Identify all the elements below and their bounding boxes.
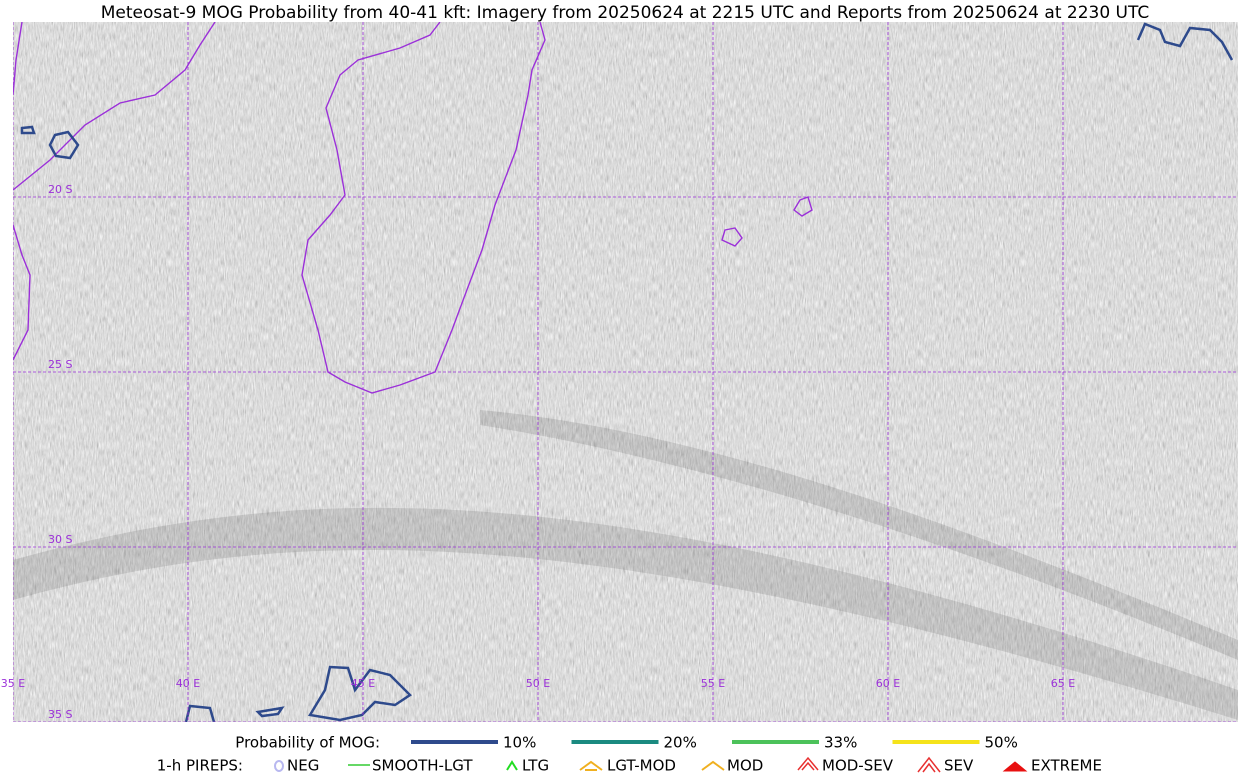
lat-label: 30 S	[48, 533, 72, 546]
contour	[307, 665, 412, 722]
lon-label: 50 E	[526, 677, 550, 690]
probability-contours	[20, 22, 1234, 722]
legend-label: SMOOTH-LGT	[372, 757, 473, 775]
legend-label: LGT-MOD	[607, 757, 676, 775]
island	[721, 227, 743, 247]
legend-label: NEG	[287, 757, 319, 775]
legend-label: MOD-SEV	[822, 757, 894, 775]
lon-label: 40 E	[176, 677, 200, 690]
contour	[20, 125, 36, 135]
coastline	[301, 22, 546, 394]
contour	[255, 706, 285, 718]
lat-label: 25 S	[48, 358, 72, 371]
lon-label: 55 E	[701, 677, 725, 690]
graticule	[13, 22, 1238, 722]
legend-label: LTG	[522, 757, 549, 775]
axis-labels: 35 E 40 E 45 E 50 E 55 E 60 E 65 E 20 S 25 S 30 S…	[1, 183, 1075, 721]
lon-label: 35 E	[1, 677, 25, 690]
pirep-icon	[579, 760, 603, 771]
legend: Probability of MOG: 10% 20% 33% 50% 1-h PIREP…	[157, 734, 1102, 775]
cloud-band	[13, 507, 1238, 720]
legend-label: MOD	[727, 757, 763, 775]
lat-label: 35 S	[48, 708, 72, 721]
coastline	[13, 22, 23, 96]
pirep-icon	[701, 760, 725, 771]
pirep-icon	[797, 756, 819, 771]
island	[793, 196, 813, 217]
legend-label: 10%	[503, 734, 536, 752]
contour	[1136, 22, 1234, 61]
coastline	[13, 224, 31, 361]
cloud-band	[480, 410, 1238, 660]
pirep-icon	[1002, 761, 1028, 772]
legend-label: SEV	[944, 757, 974, 775]
lat-label: 20 S	[48, 183, 72, 196]
pirep-icon	[917, 756, 941, 773]
legend-heading: Probability of MOG:	[235, 734, 380, 752]
pirep-icon	[274, 760, 284, 772]
map	[13, 22, 1238, 722]
lon-label: 60 E	[876, 677, 900, 690]
map-title: Meteosat-9 MOG Probability from 40-41 kf…	[101, 3, 1150, 23]
legend-label: 50%	[985, 734, 1018, 752]
lon-label: 65 E	[1051, 677, 1075, 690]
contour	[48, 130, 80, 160]
legend-label: 20%	[664, 734, 697, 752]
pirep-icon	[506, 760, 518, 771]
legend-label: 33%	[824, 734, 857, 752]
legend-heading: 1-h PIREPS:	[157, 757, 243, 775]
legend-label: EXTREME	[1031, 757, 1102, 775]
lon-label: 45 E	[351, 677, 375, 690]
